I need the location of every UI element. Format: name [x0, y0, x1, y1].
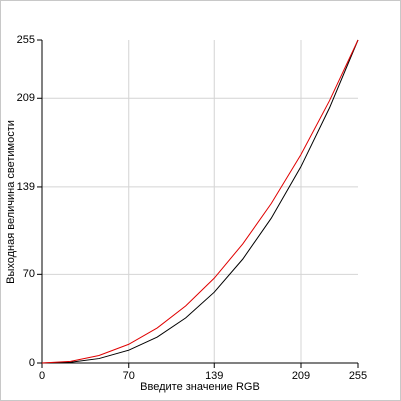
x-tick-label: 0 — [39, 370, 45, 382]
x-axis-label: Введите значение RGB — [140, 381, 260, 393]
y-tick-label: 70 — [23, 268, 35, 280]
curve — [41, 39, 359, 364]
x-tick-label: 255 — [349, 370, 367, 382]
y-tick-label: 255 — [17, 34, 35, 46]
y-tick-label: 139 — [17, 181, 35, 193]
x-tick-label: 209 — [292, 370, 310, 382]
x-tick-label: 139 — [205, 370, 223, 382]
curve — [41, 39, 359, 364]
y-tick-label: 0 — [29, 357, 35, 369]
x-tick-label: 70 — [123, 370, 135, 382]
y-axis-label: Выходная величина светимости — [5, 120, 17, 284]
y-tick-label: 209 — [17, 92, 35, 104]
